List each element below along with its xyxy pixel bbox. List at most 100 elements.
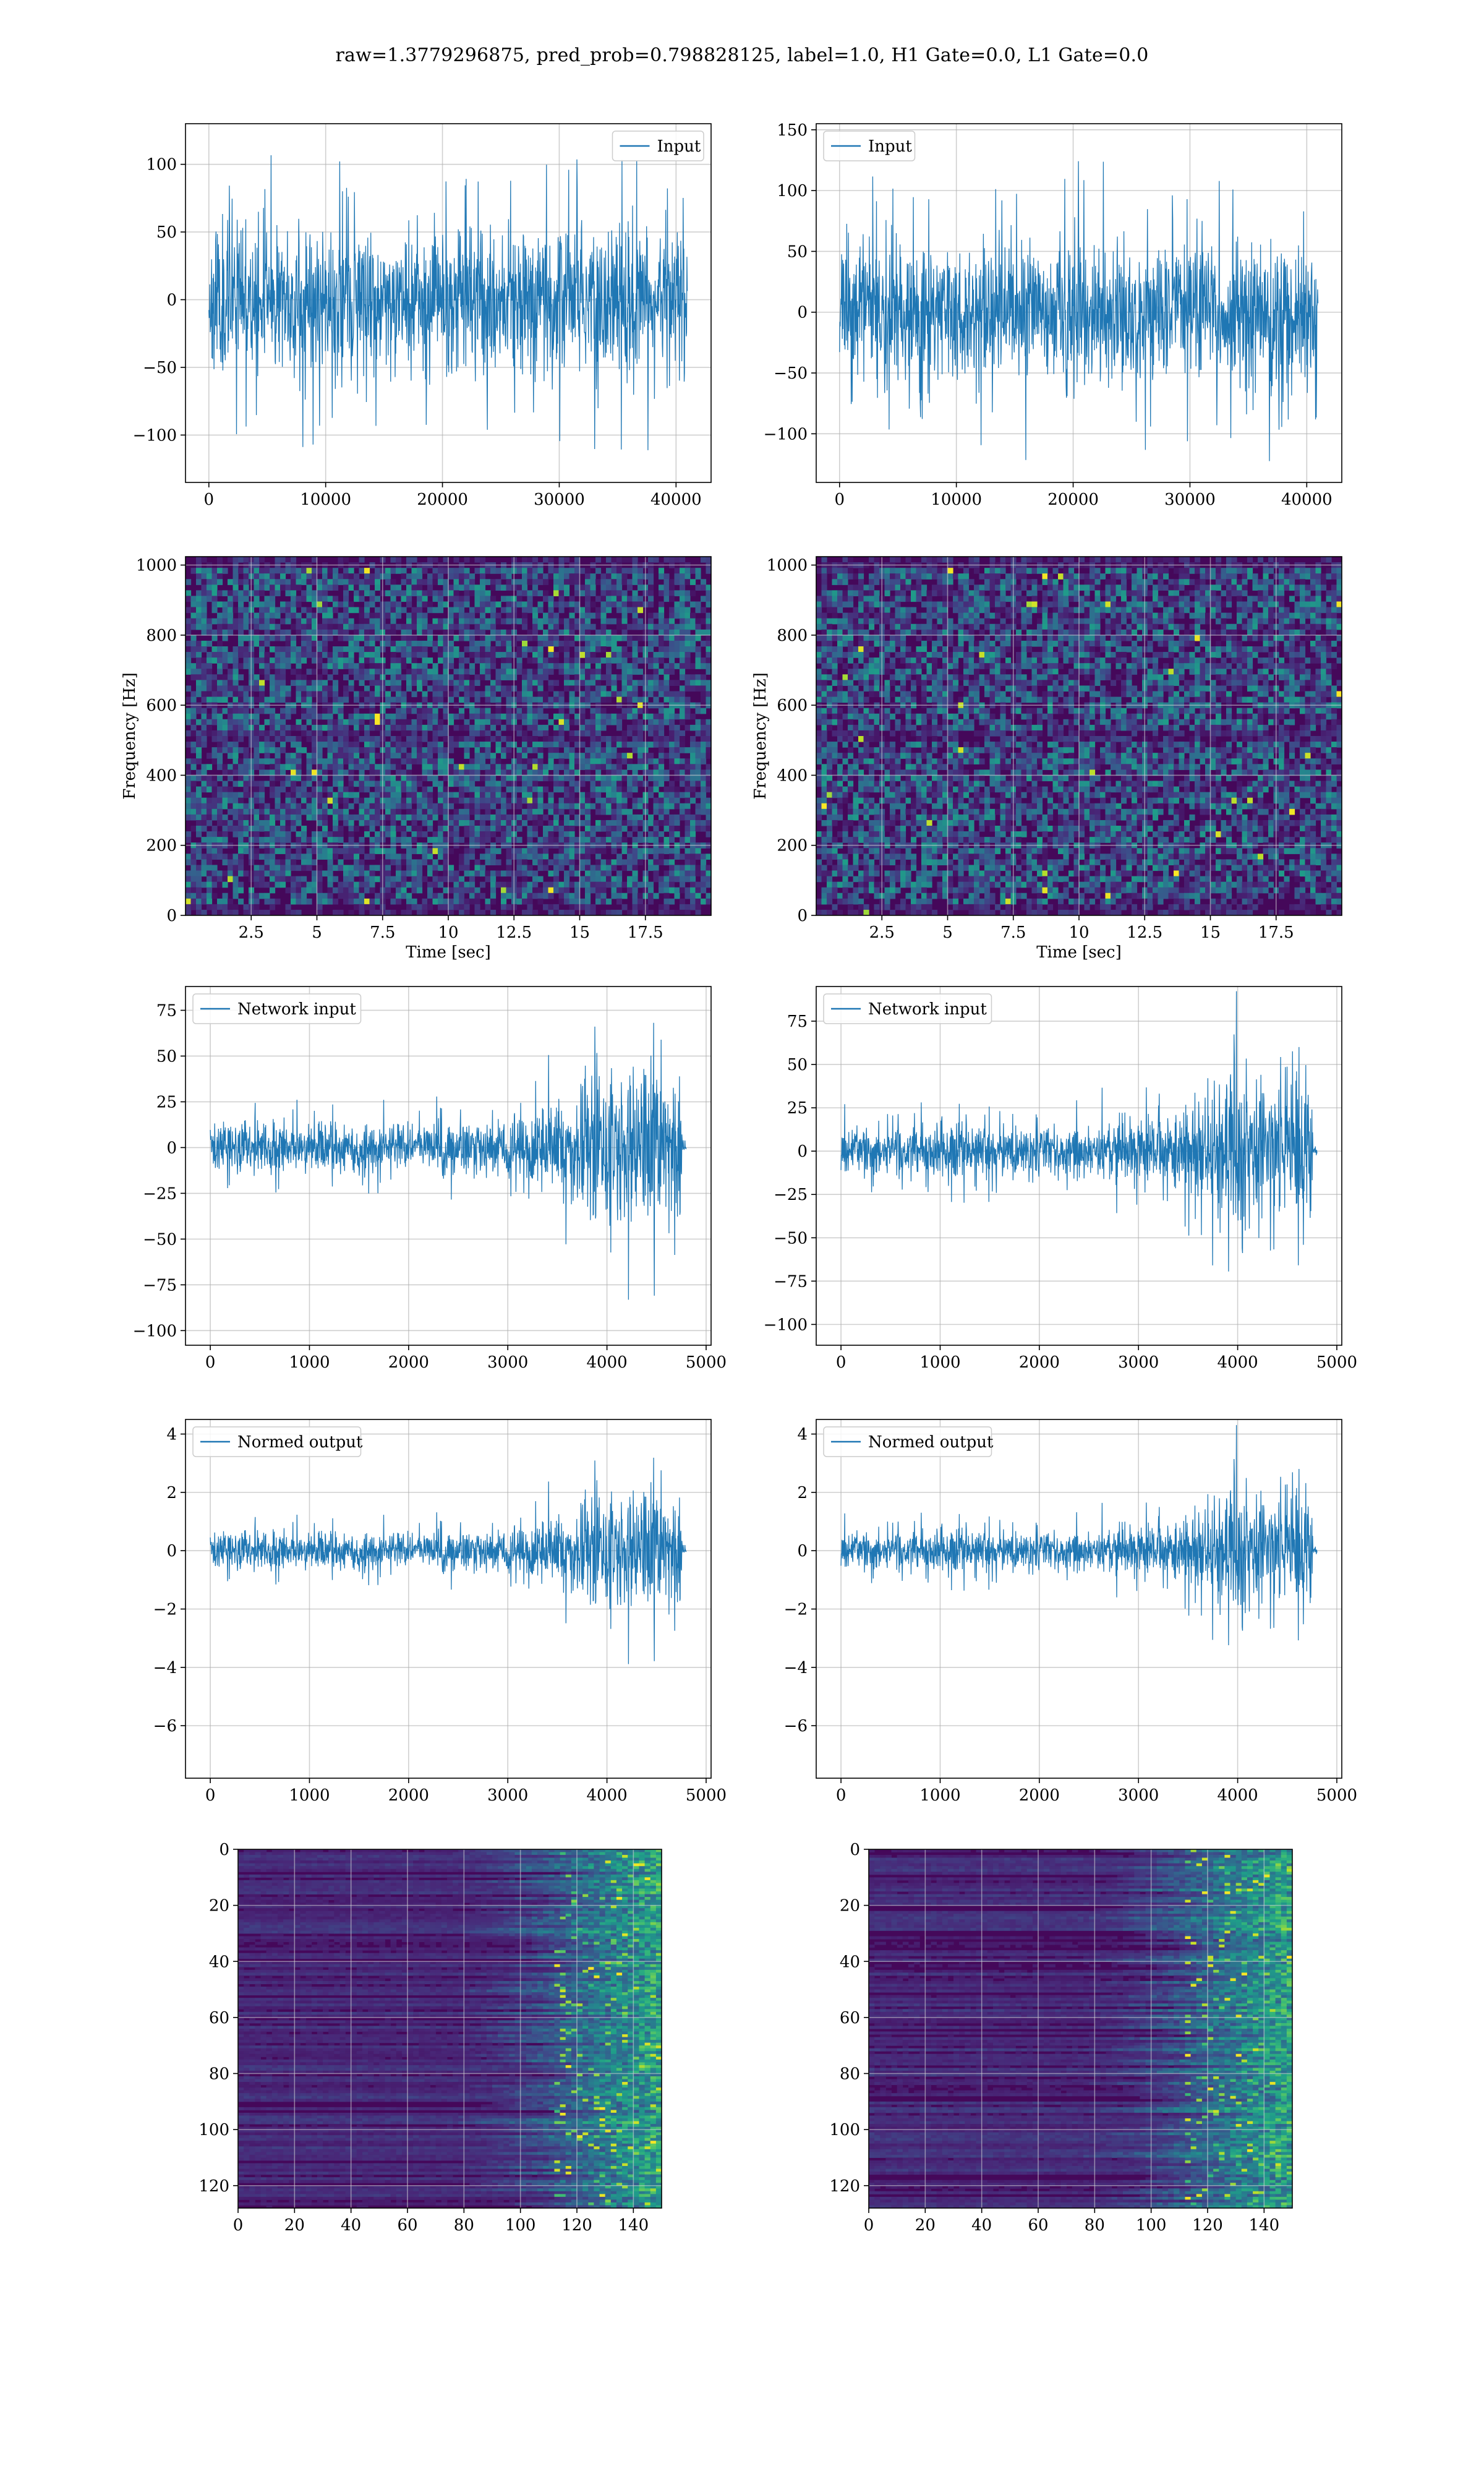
x-axis-label: Time [sec] — [1036, 943, 1122, 962]
axes-frame — [185, 1419, 712, 1779]
x-tick: 4000 — [587, 1345, 628, 1372]
x-tick-label: 5000 — [1316, 1786, 1357, 1805]
y-tick-label: −4 — [153, 1659, 177, 1677]
y-tick: 600 — [146, 696, 186, 715]
x-tick: 40000 — [650, 482, 702, 509]
plot-area — [816, 1419, 1342, 1778]
x-tick-label: 0 — [864, 2216, 874, 2235]
x-tick: 15 — [569, 915, 590, 942]
axes-frame — [185, 986, 712, 1346]
plot-area — [186, 124, 711, 482]
y-tick: 1000 — [136, 557, 186, 575]
y-tick-label: 50 — [156, 223, 177, 242]
y-tick: −25 — [774, 1186, 816, 1204]
y-tick: 25 — [787, 1099, 816, 1118]
axes-frame — [816, 986, 1342, 1346]
y-tick-label: 75 — [156, 1001, 177, 1020]
x-tick: 15 — [1200, 915, 1221, 942]
y-tick: 100 — [198, 2121, 238, 2139]
x-tick: 5000 — [1316, 1778, 1357, 1805]
y-tick: 50 — [156, 1047, 186, 1066]
y-tick-label: 1000 — [136, 557, 177, 575]
y-tick-label: 100 — [829, 2121, 860, 2139]
legend-label: Input — [868, 137, 912, 156]
x-tick-label: 10 — [438, 923, 458, 942]
x-tick-label: 1000 — [289, 1786, 330, 1805]
x-tick: 2000 — [388, 1778, 429, 1805]
x-tick-label: 140 — [618, 2216, 649, 2235]
x-tick: 12.5 — [1127, 915, 1162, 942]
y-tick-label: 20 — [840, 1897, 860, 1915]
y-tick: 100 — [146, 156, 186, 174]
x-tick: 1000 — [289, 1778, 330, 1805]
y-tick: −50 — [143, 359, 186, 377]
x-tick-label: 7.5 — [370, 923, 395, 942]
normed-output-h1-plot: 0 1000 2000 3000 4000 5000 −6 −4 −2 0 2 4 Normed out… — [153, 1419, 727, 1805]
y-tick: 2 — [797, 1484, 816, 1502]
x-tick: 100 — [1136, 2208, 1166, 2235]
y-tick: 200 — [146, 837, 186, 855]
y-tick: −100 — [764, 1316, 816, 1334]
x-tick: 3000 — [1118, 1345, 1159, 1372]
x-tick-label: 100 — [505, 2216, 536, 2235]
x-tick-label: 5000 — [686, 1786, 727, 1805]
x-tick: 10 — [1068, 915, 1090, 942]
x-tick-label: 2000 — [388, 1786, 429, 1805]
y-tick-label: −50 — [143, 1230, 177, 1249]
y-tick-label: 40 — [840, 1953, 860, 1971]
y-tick-label: 0 — [797, 1142, 808, 1161]
y-tick-label: −50 — [774, 1229, 808, 1248]
x-tick-label: 0 — [205, 1786, 216, 1805]
x-tick-label: 2000 — [1019, 1353, 1060, 1372]
y-tick: 4 — [797, 1426, 816, 1444]
y-tick: 400 — [146, 766, 186, 785]
x-tick-label: 2.5 — [869, 923, 895, 942]
x-tick-label: 4000 — [1217, 1353, 1258, 1372]
y-tick: −100 — [133, 1322, 186, 1340]
x-tick-label: 4000 — [587, 1786, 628, 1805]
y-axis-label: Frequency [Hz] — [121, 672, 139, 800]
y-tick-label: 120 — [198, 2177, 229, 2196]
legend: Network input — [192, 993, 362, 1024]
x-tick-label: 5 — [312, 923, 322, 942]
legend: Network input — [823, 993, 992, 1024]
plot-area — [816, 124, 1342, 482]
y-tick-label: −2 — [784, 1601, 808, 1619]
x-tick-label: 60 — [397, 2216, 417, 2235]
y-tick: 120 — [198, 2177, 238, 2196]
x-tick: 140 — [618, 2208, 649, 2235]
x-tick: 140 — [1249, 2208, 1279, 2235]
x-tick: 5 — [312, 915, 322, 942]
y-tick: 800 — [146, 627, 186, 645]
y-tick-label: 100 — [146, 156, 177, 174]
y-tick: −25 — [143, 1184, 186, 1203]
y-tick-label: −100 — [764, 1316, 808, 1334]
axes-frame — [237, 1849, 662, 2209]
y-tick: −4 — [153, 1659, 186, 1677]
y-tick-label: 60 — [840, 2009, 860, 2027]
qtransform-l1-plot: 0 20 40 60 80 100 120 140 0 20 40 60 80 100 120 — [829, 1841, 1293, 2235]
x-tick-label: 0 — [836, 1353, 846, 1372]
x-tick-label: 120 — [1192, 2216, 1223, 2235]
x-tick: 30000 — [1164, 482, 1216, 509]
x-tick: 3000 — [487, 1778, 528, 1805]
x-tick: 1000 — [289, 1345, 330, 1372]
x-tick-label: 40000 — [1281, 490, 1333, 509]
y-tick-label: 800 — [146, 627, 177, 645]
y-tick: 1000 — [767, 557, 816, 575]
y-tick: 0 — [797, 1542, 816, 1560]
y-tick-label: −100 — [133, 1322, 177, 1340]
x-tick: 40 — [341, 2208, 361, 2235]
x-tick-label: 40 — [341, 2216, 361, 2235]
x-tick: 5000 — [686, 1778, 727, 1805]
x-tick-label: 60 — [1028, 2216, 1048, 2235]
y-tick-label: 80 — [840, 2065, 860, 2084]
y-tick-label: 0 — [797, 907, 808, 925]
x-tick-label: 2.5 — [239, 923, 264, 942]
x-tick: 60 — [1028, 2208, 1049, 2235]
series-line — [208, 155, 688, 450]
y-tick-label: 100 — [777, 182, 808, 200]
y-tick: 40 — [209, 1953, 238, 1971]
y-tick: 20 — [840, 1897, 869, 1915]
y-tick: 100 — [777, 182, 816, 200]
